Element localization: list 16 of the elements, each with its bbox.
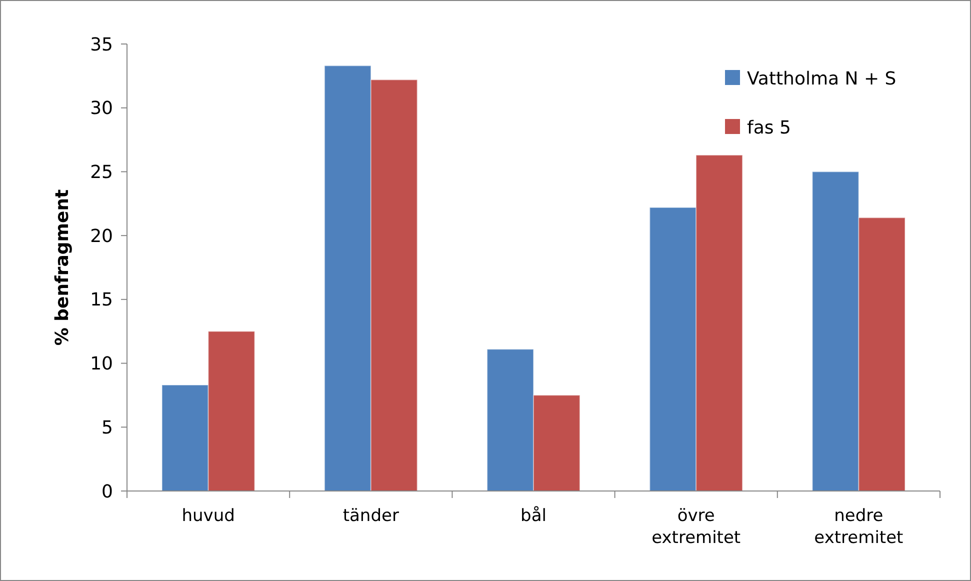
legend-label: fas 5 bbox=[747, 117, 791, 138]
y-tick-label: 10 bbox=[90, 354, 113, 375]
y-tick-label: 35 bbox=[90, 34, 113, 56]
x-tick-label: huvud bbox=[182, 506, 235, 526]
x-tick-label: bål bbox=[520, 506, 546, 526]
x-tick-label: nedre extremitet bbox=[814, 506, 904, 548]
y-tick-label: 25 bbox=[90, 162, 113, 184]
y-axis-title: % benfragment bbox=[52, 188, 73, 346]
y-tick-label: 30 bbox=[90, 98, 113, 120]
y-tick-label: 5 bbox=[102, 417, 113, 438]
x-tick-label: övre extremitet bbox=[652, 506, 741, 548]
y-tick-label: 0 bbox=[102, 481, 113, 502]
y-tick-label: 20 bbox=[90, 226, 113, 247]
x-tick-label: tänder bbox=[342, 506, 399, 526]
y-tick-label: 15 bbox=[90, 290, 113, 311]
legend-label: Vattholma N + S bbox=[747, 68, 896, 90]
